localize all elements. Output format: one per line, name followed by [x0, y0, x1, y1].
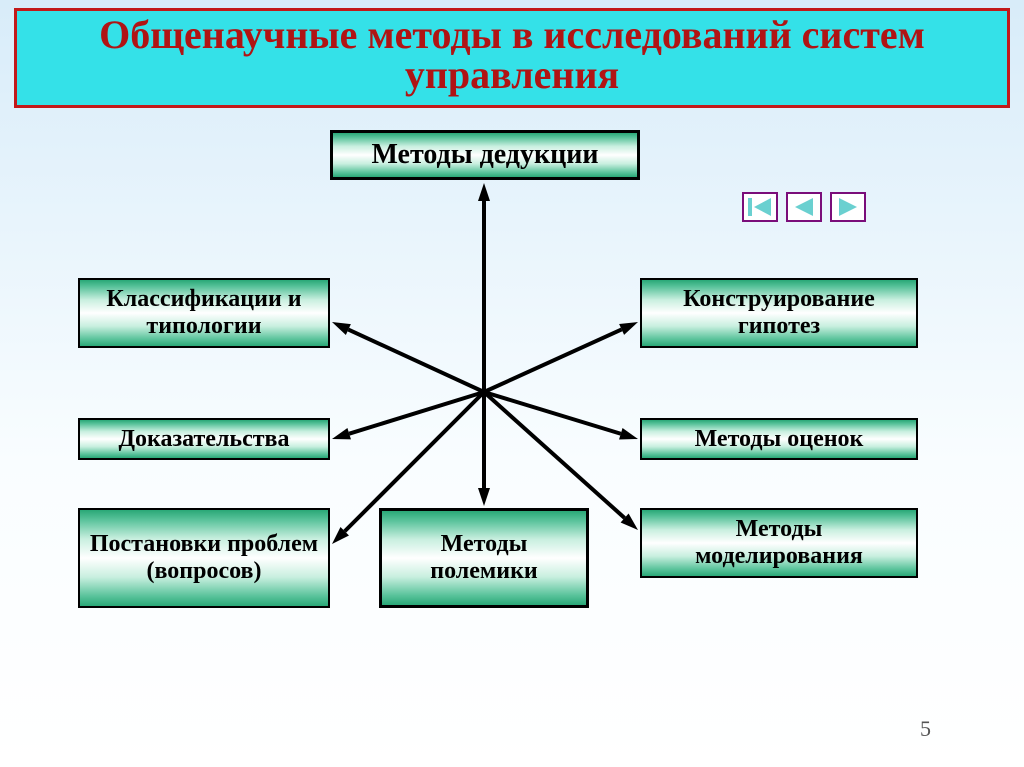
title-text: Общенаучные методы в исследований систем…: [99, 12, 925, 97]
arrows-layer: [0, 0, 1024, 767]
node-hypotheses: Конструирование гипотез: [640, 278, 918, 348]
node-modeling: Методы моделирования: [640, 508, 918, 578]
node-label: Методы оценок: [695, 426, 864, 453]
title-bar: Общенаучные методы в исследований систем…: [14, 8, 1010, 108]
node-label: Методы полемики: [390, 531, 578, 585]
node-deduction-methods: Методы дедукции: [330, 130, 640, 180]
triangle-right-icon: [837, 197, 859, 217]
node-proofs: Доказательства: [78, 418, 330, 460]
node-problems: Постановки проблем (вопросов): [78, 508, 330, 608]
node-label: Постановки проблем (вопросов): [88, 531, 320, 585]
nav-first-button[interactable]: [742, 192, 778, 222]
node-evaluation: Методы оценок: [640, 418, 918, 460]
node-classification: Классификации и типологии: [78, 278, 330, 348]
node-label: Доказательства: [119, 426, 290, 453]
node-label: Методы моделирования: [650, 516, 908, 570]
nav-controls: [742, 192, 866, 222]
nav-next-button[interactable]: [830, 192, 866, 222]
node-label: Классификации и типологии: [88, 286, 320, 340]
nav-prev-button[interactable]: [786, 192, 822, 222]
skip-back-icon: [747, 197, 773, 217]
triangle-left-icon: [793, 197, 815, 217]
node-label: Методы дедукции: [371, 139, 598, 171]
slide-number: 5: [920, 716, 931, 742]
node-polemics: Методы полемики: [379, 508, 589, 608]
node-label: Конструирование гипотез: [650, 286, 908, 340]
